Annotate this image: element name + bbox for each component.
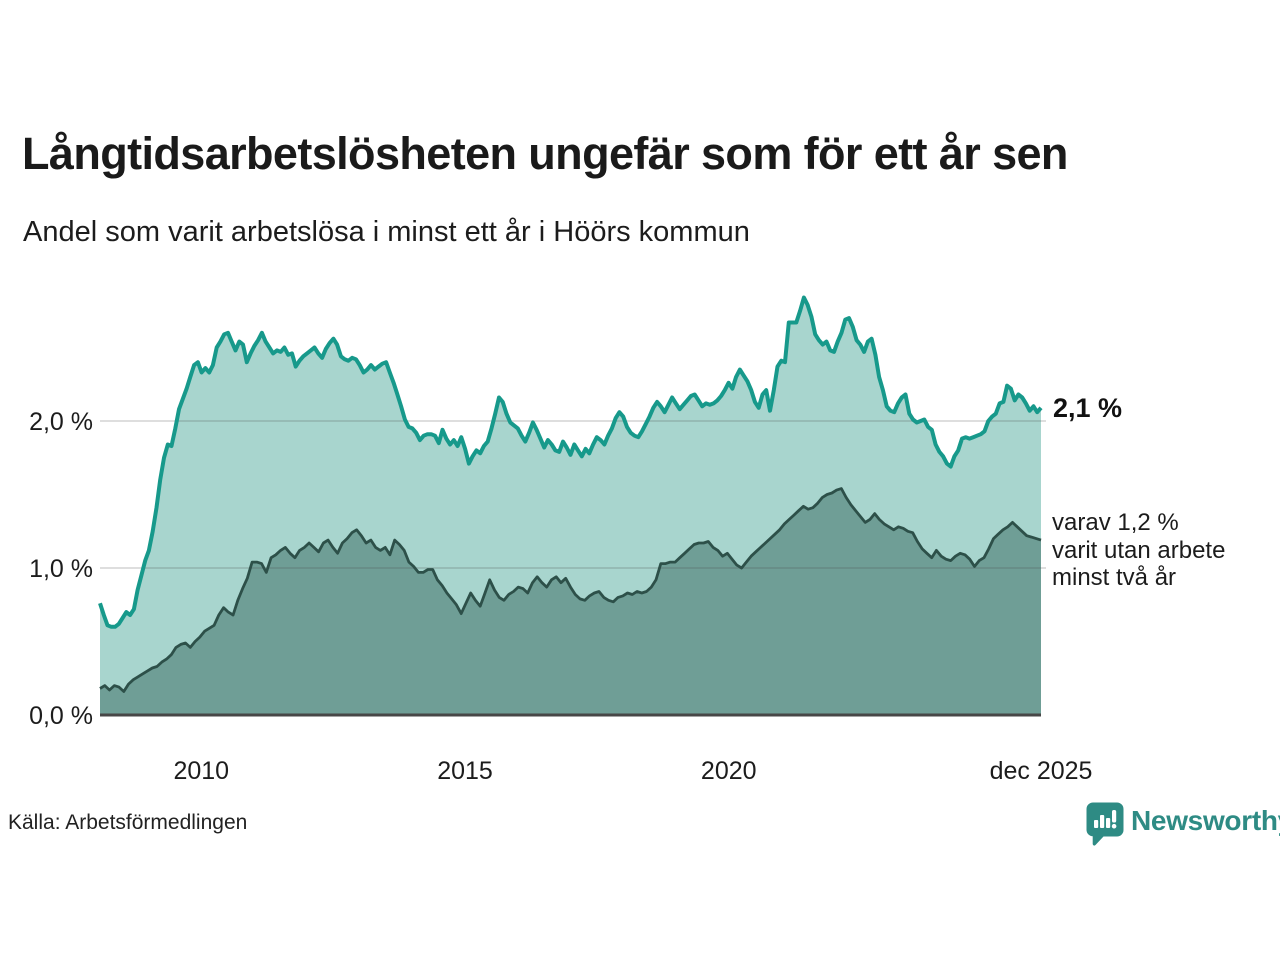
y-tick-label-0: 0,0 % <box>29 702 93 730</box>
x-tick-label-2015: 2015 <box>437 757 493 785</box>
annotation-two-years: varav 1,2 % varit utan arbete minst två … <box>1052 509 1225 592</box>
y-tick-label-2: 2,0 % <box>29 408 93 436</box>
annotation-latest-total: 2,1 % <box>1053 393 1123 423</box>
newsworthy-logo: Newsworthy <box>1086 802 1280 847</box>
line-two-years <box>99 487 1042 693</box>
x-tick-label-dec-2025: dec 2025 <box>990 757 1093 785</box>
y-tick-label-1: 1,0 % <box>29 555 93 583</box>
annotation-two-years-line2: varit utan arbete <box>1052 536 1226 564</box>
page-title: Långtidsarbetslösheten ungefär som för e… <box>22 128 1068 179</box>
annotation-two-years-line1: varav 1,2 % <box>1052 509 1179 536</box>
chart-subtitle: Andel som varit arbetslösa i minst ett å… <box>23 216 750 248</box>
source-note: Källa: Arbetsförmedlingen <box>8 811 248 834</box>
x-tick-label-2010: 2010 <box>173 757 229 785</box>
area-two-years <box>100 488 1041 715</box>
newsworthy-badge-icon <box>1086 802 1124 846</box>
newsworthy-wordmark: Newsworthy <box>1131 805 1280 836</box>
line-total-one-year <box>98 295 1043 629</box>
annotation-two-years-line3: minst två år <box>1052 564 1177 591</box>
x-tick-label-2020: 2020 <box>701 757 757 785</box>
